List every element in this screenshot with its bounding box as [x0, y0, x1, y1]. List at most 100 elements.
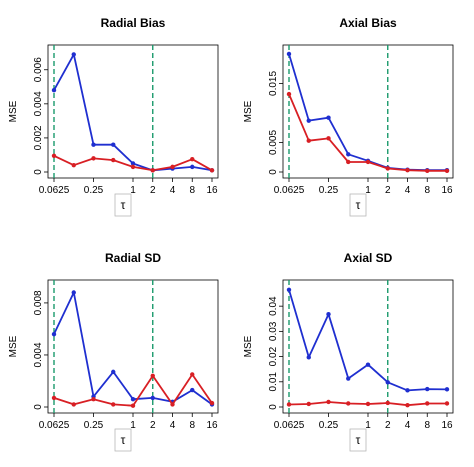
data-point-blue — [71, 290, 76, 295]
x-axis-label: τ — [121, 198, 126, 212]
data-point-blue — [326, 115, 331, 120]
y-tick-label: 0.02 — [268, 346, 279, 366]
x-tick-label: 4 — [170, 185, 176, 196]
data-point-blue — [306, 355, 311, 360]
data-point-red — [444, 168, 450, 174]
y-axis-label: MSE — [243, 335, 254, 357]
x-axis-label: τ — [356, 198, 361, 212]
panel-title: Radial SD — [105, 251, 161, 265]
data-point-blue — [91, 142, 96, 147]
x-tick-label: 4 — [405, 185, 411, 196]
data-point-blue — [130, 161, 136, 166]
y-tick-label: 0.008 — [33, 290, 44, 315]
x-tick-label: 2 — [150, 420, 156, 431]
data-point-blue — [365, 362, 371, 367]
tau-label-box — [114, 428, 132, 452]
y-tick-label: 0 — [33, 169, 44, 175]
data-point-blue — [150, 395, 155, 401]
data-point-blue — [71, 52, 76, 57]
tau-label-box — [349, 428, 367, 452]
chart-panel-4: Axial SD 0.0625 0.25 1 2 4 8 16 0 0.01 0.02 0.03 0.0… — [243, 251, 454, 452]
x-tick-label: 0.0625 — [274, 185, 305, 196]
y-axis-label: MSE — [243, 100, 254, 122]
x-tick-label: 0.0625 — [39, 420, 70, 431]
data-point-red — [425, 168, 430, 174]
data-point-red — [405, 403, 410, 408]
data-point-blue — [130, 396, 136, 402]
data-point-red — [326, 136, 331, 141]
data-point-red — [150, 373, 155, 378]
x-tick-label: 8 — [424, 185, 430, 196]
data-point-blue — [51, 87, 57, 93]
data-point-red — [385, 166, 390, 171]
data-point-blue — [444, 387, 450, 392]
chart-panel-3: Radial SD 0.0625 0.25 1 2 4 8 16 0 0.004 0.008 MSE τ — [8, 251, 219, 452]
x-tick-label: 1 — [130, 185, 136, 196]
series-line-blue — [288, 289, 448, 392]
data-point-red — [365, 401, 371, 407]
data-point-red — [190, 157, 195, 162]
y-tick-label: 0 — [268, 169, 279, 175]
series-line-blue — [53, 53, 213, 172]
data-point-red — [150, 168, 155, 173]
data-point-blue — [425, 386, 430, 392]
data-point-red — [209, 168, 215, 173]
data-point-blue — [111, 369, 116, 375]
y-tick-label: 0.004 — [33, 342, 44, 367]
x-tick-label: 16 — [441, 185, 453, 196]
chart-panel-2: Axial Bias 0.0625 0.25 1 2 4 8 16 0 0.005 0.015 MSE… — [243, 16, 454, 217]
data-point-red — [91, 156, 96, 161]
series-line-blue — [53, 291, 213, 406]
series-line-blue — [288, 53, 447, 172]
x-tick-label: 16 — [441, 420, 453, 431]
y-tick-label: 0.006 — [33, 57, 44, 82]
y-tick-label: 0.015 — [268, 71, 279, 96]
y-tick-label: 0 — [33, 404, 44, 410]
data-point-red — [326, 399, 331, 405]
data-point-blue — [306, 118, 311, 123]
data-point-red — [346, 159, 351, 165]
data-point-red — [130, 403, 136, 408]
data-point-red — [130, 164, 136, 170]
x-axis-label: τ — [121, 433, 126, 447]
x-tick-label: 8 — [189, 185, 195, 196]
x-tick-label: 1 — [365, 185, 371, 196]
data-point-red — [111, 402, 116, 407]
y-axis-label: MSE — [8, 335, 19, 357]
data-point-blue — [286, 287, 292, 292]
data-point-blue — [190, 387, 195, 393]
y-tick-label: 0.002 — [33, 125, 44, 150]
data-point-blue — [346, 376, 351, 381]
data-point-blue — [286, 51, 292, 57]
data-point-red — [170, 402, 175, 407]
data-point-red — [71, 402, 76, 407]
x-axis-label: τ — [356, 433, 361, 447]
x-tick-label: 16 — [206, 420, 218, 431]
x-tick-label: 0.25 — [84, 185, 104, 196]
x-tick-label: 8 — [424, 420, 430, 431]
x-tick-label: 2 — [385, 420, 391, 431]
data-point-red — [209, 400, 215, 406]
data-point-red — [71, 162, 76, 168]
y-tick-label: 0.005 — [268, 130, 279, 155]
data-point-red — [51, 153, 57, 159]
data-point-red — [91, 396, 96, 402]
data-point-red — [51, 395, 57, 401]
x-tick-label: 16 — [206, 185, 218, 196]
y-tick-label: 0.04 — [268, 296, 279, 316]
x-tick-label: 4 — [170, 420, 176, 431]
data-point-red — [170, 164, 175, 170]
x-tick-label: 8 — [189, 420, 195, 431]
x-tick-label: 0.25 — [84, 420, 104, 431]
data-point-red — [385, 400, 390, 406]
tau-label-box — [114, 193, 132, 217]
data-point-blue — [51, 331, 57, 337]
y-axis-label: MSE — [8, 100, 19, 122]
x-tick-label: 0.0625 — [39, 185, 70, 196]
panel-title: Radial Bias — [101, 16, 166, 30]
plot-frame — [282, 44, 454, 179]
data-point-blue — [190, 164, 195, 170]
data-point-blue — [405, 388, 410, 393]
x-tick-label: 0.25 — [319, 185, 339, 196]
x-tick-label: 1 — [365, 420, 371, 431]
